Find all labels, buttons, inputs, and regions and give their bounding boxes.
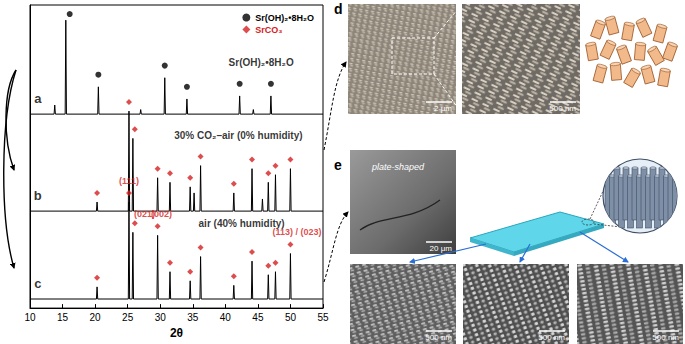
svg-text:30% CO₂–air (0% humidity): 30% CO₂–air (0% humidity): [174, 130, 302, 141]
svg-text:20 μm: 20 μm: [430, 244, 453, 253]
svg-text:d: d: [334, 1, 343, 17]
svg-text:(002): (002): [151, 209, 172, 219]
svg-text:Sr(OH)₂•8H₂O: Sr(OH)₂•8H₂O: [255, 13, 314, 23]
svg-text:55: 55: [317, 312, 329, 323]
svg-text:500 nm: 500 nm: [652, 333, 679, 342]
svg-text:10: 10: [24, 312, 36, 323]
svg-text:(021): (021): [134, 209, 156, 220]
svg-text:Sr(OH)₂•8H₂O: Sr(OH)₂•8H₂O: [229, 57, 294, 68]
svg-text:500 nm: 500 nm: [549, 104, 576, 113]
svg-text:25: 25: [122, 312, 134, 323]
svg-text:40: 40: [220, 312, 232, 323]
svg-text:b: b: [34, 188, 42, 203]
svg-text:c: c: [34, 276, 41, 291]
svg-text:20: 20: [90, 312, 102, 323]
svg-text:(113) / (023): (113) / (023): [272, 227, 321, 237]
svg-text:e: e: [334, 157, 342, 173]
svg-text:15: 15: [57, 312, 69, 323]
svg-text:500 nm: 500 nm: [538, 333, 565, 342]
svg-text:SrCO₃: SrCO₃: [255, 25, 282, 35]
svg-text:35: 35: [187, 312, 199, 323]
svg-text:(111): (111): [119, 176, 139, 186]
svg-text:2θ: 2θ: [170, 326, 183, 340]
svg-text:plate-shaped: plate-shaped: [371, 162, 425, 172]
svg-text:50: 50: [285, 312, 297, 323]
svg-text:45: 45: [252, 312, 264, 323]
svg-text:500 nm: 500 nm: [425, 333, 452, 342]
svg-text:air (40% humidity): air (40% humidity): [198, 217, 285, 229]
svg-text:2 μm: 2 μm: [434, 104, 452, 113]
svg-text:30: 30: [155, 312, 167, 323]
svg-text:a: a: [34, 91, 42, 106]
